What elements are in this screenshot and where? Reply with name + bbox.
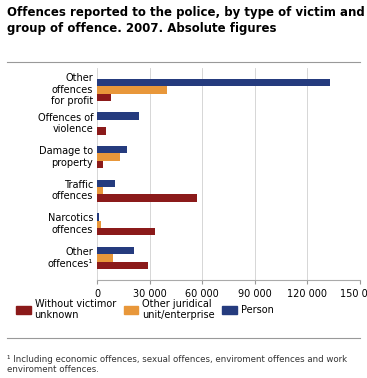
Bar bbox=[97, 161, 102, 168]
Bar bbox=[97, 194, 197, 202]
Bar bbox=[97, 213, 99, 221]
Bar bbox=[97, 112, 139, 120]
Bar bbox=[97, 86, 167, 94]
Bar bbox=[97, 221, 101, 228]
Legend: Without victimor
unknown, Other juridical
unit/enterprise, Person: Without victimor unknown, Other juridica… bbox=[12, 294, 278, 324]
Bar bbox=[97, 187, 102, 194]
Bar bbox=[97, 127, 106, 135]
Bar bbox=[97, 262, 148, 269]
Bar bbox=[97, 180, 115, 187]
Bar bbox=[97, 94, 111, 101]
Bar bbox=[97, 228, 155, 235]
Bar bbox=[97, 254, 113, 262]
Text: Offences reported to the police, by type of victim and
group of offence. 2007. A: Offences reported to the police, by type… bbox=[7, 6, 365, 35]
Bar bbox=[97, 79, 330, 86]
Text: ¹ Including economic offences, sexual offences, enviroment offences and work
env: ¹ Including economic offences, sexual of… bbox=[7, 355, 348, 374]
Bar bbox=[97, 247, 134, 254]
Bar bbox=[97, 146, 127, 153]
Bar bbox=[97, 153, 120, 161]
